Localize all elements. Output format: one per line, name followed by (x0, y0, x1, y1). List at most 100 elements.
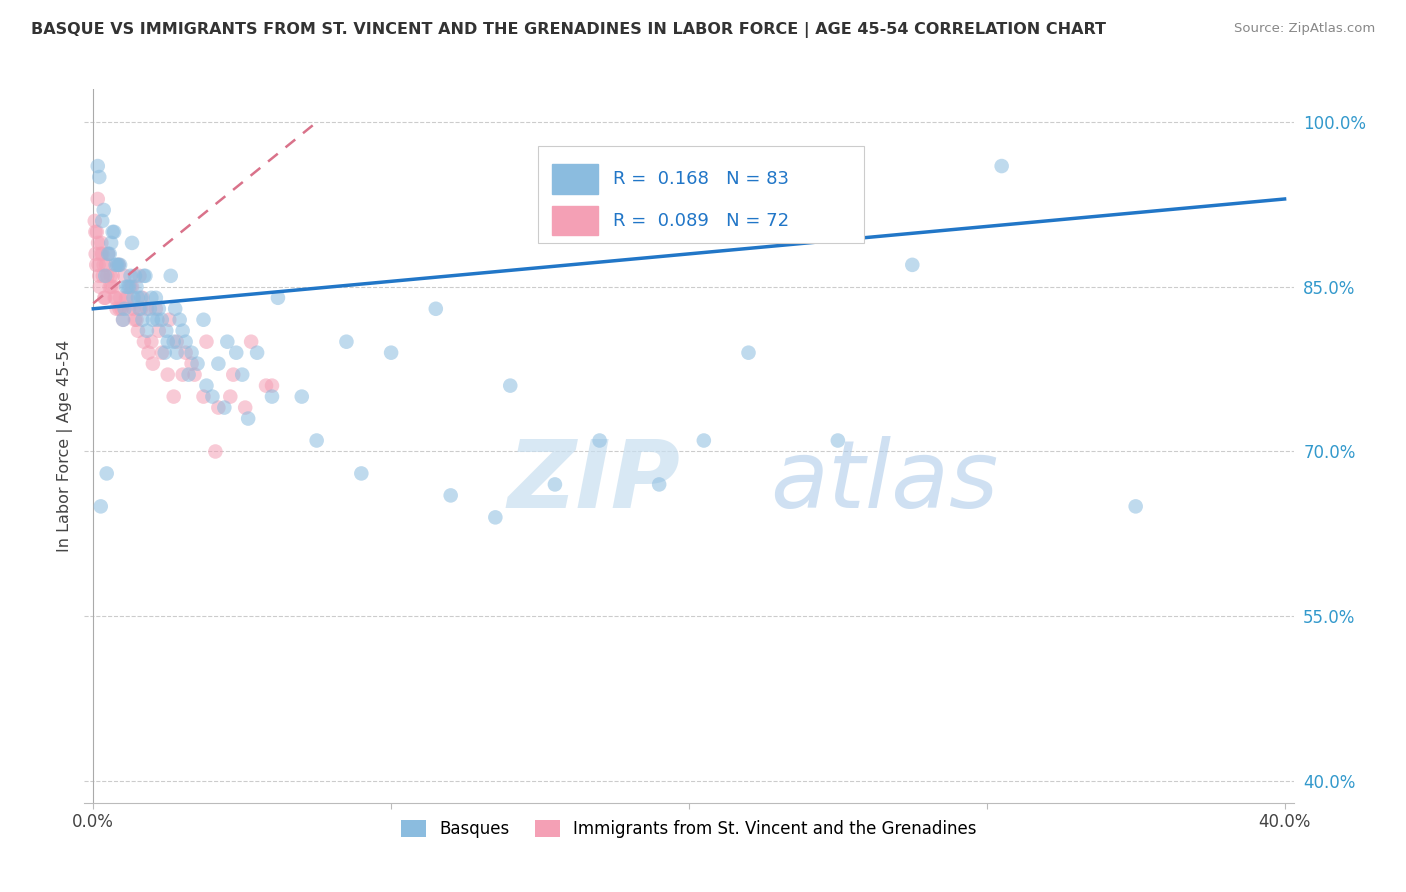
Point (93, 202, 115, 217)
Point (222, 368, 245, 382)
Point (165, 301, 187, 316)
Point (117, 291, 139, 305)
Point (169, 312, 191, 326)
Point (121, 235, 143, 250)
Point (107, 258, 129, 272)
Point (163, 334, 186, 349)
Point (114, 301, 136, 316)
Point (193, 312, 215, 326)
Point (172, 324, 194, 338)
Point (155, 324, 177, 338)
Point (225, 345, 247, 359)
Point (177, 368, 200, 382)
Point (138, 345, 160, 359)
Point (135, 301, 157, 316)
Point (260, 378, 283, 392)
Point (112, 312, 135, 326)
Point (648, 477, 671, 491)
Point (146, 312, 169, 326)
Point (201, 390, 224, 404)
Point (145, 301, 167, 316)
Point (157, 312, 180, 326)
Point (94, 291, 117, 305)
Point (163, 390, 186, 404)
Point (305, 434, 328, 448)
Point (231, 368, 253, 382)
Point (96, 467, 118, 481)
Point (127, 291, 149, 305)
Point (98, 280, 121, 294)
Point (97, 247, 120, 261)
Point (166, 345, 188, 359)
Point (291, 390, 314, 404)
Point (91, 268, 114, 283)
Point (233, 401, 256, 415)
Bar (553, 205, 599, 235)
Point (122, 291, 145, 305)
Point (129, 291, 152, 305)
Point (112, 312, 135, 326)
Point (84, 258, 107, 272)
Point (207, 357, 229, 371)
Point (125, 280, 148, 294)
Point (118, 301, 141, 316)
Point (90, 235, 112, 250)
Point (114, 268, 136, 283)
Point (174, 334, 197, 349)
Point (93, 258, 115, 272)
Point (207, 401, 229, 415)
Point (159, 268, 181, 283)
Point (195, 334, 218, 349)
Point (101, 268, 124, 283)
Point (89, 280, 111, 294)
Point (141, 334, 163, 349)
Point (254, 378, 277, 392)
Point (97, 247, 120, 261)
Point (588, 434, 610, 448)
Point (104, 291, 127, 305)
Point (214, 401, 236, 415)
Point (115, 280, 138, 294)
Point (108, 291, 131, 305)
Point (145, 291, 167, 305)
Point (335, 334, 357, 349)
Point (121, 280, 143, 294)
Point (124, 312, 146, 326)
Point (217, 334, 239, 349)
Point (150, 345, 173, 359)
Point (693, 434, 716, 448)
Text: R =  0.168   N = 83: R = 0.168 N = 83 (613, 170, 789, 188)
Point (118, 280, 141, 294)
Point (131, 312, 153, 326)
Text: atlas: atlas (770, 436, 998, 527)
Point (544, 477, 567, 491)
Point (98, 247, 121, 261)
Point (142, 357, 165, 371)
Point (87, 235, 110, 250)
Point (166, 334, 188, 349)
Point (195, 378, 218, 392)
Point (153, 345, 176, 359)
Point (142, 312, 165, 326)
Point (89, 169, 111, 184)
Point (129, 301, 152, 316)
Point (156, 334, 179, 349)
Point (100, 235, 122, 250)
Point (156, 368, 179, 382)
Point (484, 510, 506, 524)
Point (83, 214, 105, 228)
Point (100, 280, 122, 294)
Point (94, 268, 117, 283)
Point (737, 345, 759, 359)
Point (180, 345, 202, 359)
Point (238, 411, 260, 425)
Point (901, 258, 924, 272)
Point (93, 291, 115, 305)
Point (108, 301, 131, 316)
Point (115, 291, 138, 305)
Point (135, 324, 157, 338)
Point (124, 268, 146, 283)
Point (350, 467, 373, 481)
Point (1125, 500, 1147, 514)
Point (132, 334, 155, 349)
